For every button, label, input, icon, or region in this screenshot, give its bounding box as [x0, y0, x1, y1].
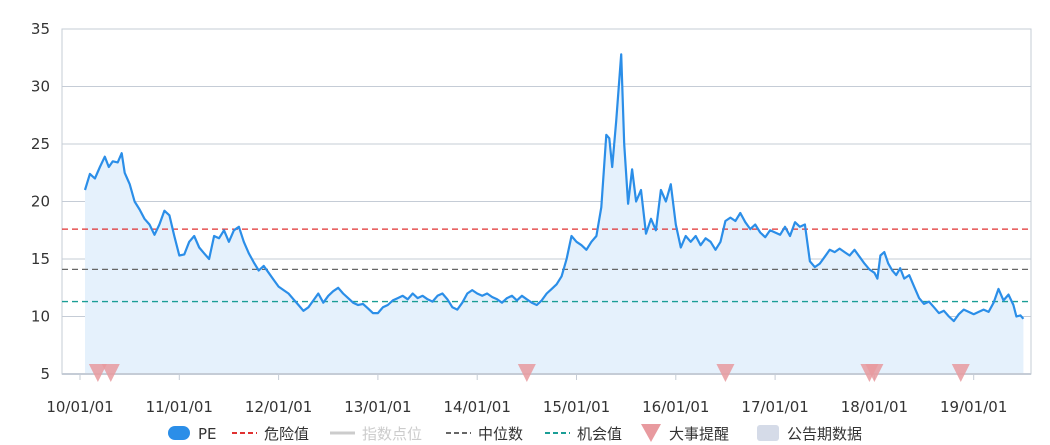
y-tick-label: 25	[31, 135, 50, 153]
pe-line	[83, 53, 1025, 323]
legend-item-1[interactable]: 危险值	[232, 425, 309, 443]
x-tick-label: 13/01/01	[344, 398, 411, 416]
y-axis: 5 10 15 20 25 30 35	[31, 20, 50, 383]
x-tick-label: 11/01/01	[146, 398, 213, 416]
legend: PE 危险值 指数点位 中位数 机会值 大事提醒 公告期数据	[168, 424, 862, 443]
x-tick-label: 18/01/01	[841, 398, 908, 416]
legend-label: 指数点位	[362, 425, 422, 443]
pe-area	[85, 54, 1024, 375]
legend-label: 大事提醒	[669, 425, 729, 443]
x-tick-label: 17/01/01	[741, 398, 808, 416]
event-marker[interactable]	[88, 364, 107, 382]
event-marker[interactable]	[517, 364, 536, 382]
x-tick-label: 12/01/01	[245, 398, 312, 416]
event-markers	[88, 364, 970, 382]
legend-item-3[interactable]: 中位数	[446, 425, 523, 443]
legend-item-4[interactable]: 机会值	[545, 425, 622, 443]
y-tick-label: 15	[31, 250, 50, 268]
event-marker[interactable]	[951, 364, 970, 382]
legend-label: 危险值	[264, 425, 309, 443]
x-tick-label: 15/01/01	[543, 398, 610, 416]
legend-swatch	[168, 426, 190, 440]
event-marker[interactable]	[101, 364, 120, 382]
y-tick-label: 5	[40, 365, 50, 383]
legend-item-6[interactable]: 公告期数据	[757, 425, 862, 443]
legend-item-2[interactable]: 指数点位	[330, 425, 422, 443]
x-tick-label: 19/01/01	[940, 398, 1007, 416]
x-axis: 10/01/01 11/01/01 12/01/01 13/01/01 14/01/01…	[46, 374, 1007, 416]
legend-item-0[interactable]: PE	[168, 425, 217, 443]
x-tick-label: 16/01/01	[642, 398, 709, 416]
legend-label: 机会值	[577, 425, 622, 443]
x-tick-label: 14/01/01	[444, 398, 511, 416]
reference-lines	[62, 228, 1031, 303]
event-marker[interactable]	[865, 364, 884, 382]
y-tick-label: 35	[31, 20, 50, 38]
legend-label: PE	[198, 425, 217, 443]
event-marker[interactable]	[716, 364, 735, 382]
legend-swatch	[757, 425, 779, 441]
y-tick-label: 20	[31, 193, 50, 211]
y-tick-label: 10	[31, 308, 50, 326]
legend-swatch	[641, 424, 661, 442]
legend-label: 公告期数据	[787, 425, 862, 443]
y-tick-label: 30	[31, 78, 50, 96]
legend-item-5[interactable]: 大事提醒	[641, 424, 729, 443]
x-tick-label: 10/01/01	[46, 398, 113, 416]
legend-label: 中位数	[478, 425, 523, 443]
